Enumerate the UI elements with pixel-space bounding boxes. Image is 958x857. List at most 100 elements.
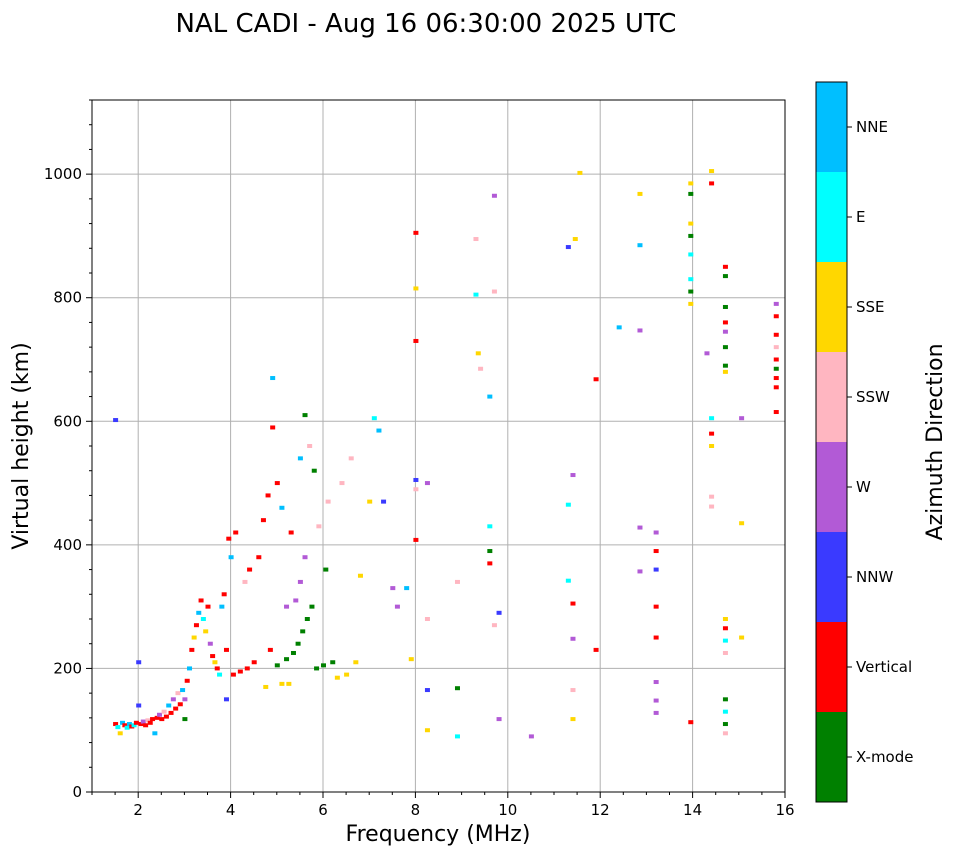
echo-mark <box>390 586 396 591</box>
echo-mark <box>722 650 728 655</box>
echo-mark <box>653 635 659 640</box>
x-tick-label: 4 <box>226 801 236 819</box>
echo-mark <box>487 549 493 554</box>
plot-background <box>92 100 785 792</box>
echo-mark <box>198 598 204 603</box>
echo-mark <box>187 666 193 671</box>
echo-mark <box>424 728 430 733</box>
echo-mark <box>704 351 710 356</box>
echo-mark <box>739 635 745 640</box>
colorbar-segment <box>816 352 847 442</box>
echo-mark <box>193 623 199 628</box>
echo-mark <box>297 456 303 461</box>
echo-mark <box>404 586 410 591</box>
echo-mark <box>126 722 132 727</box>
y-tick-label: 800 <box>53 289 82 307</box>
echo-mark <box>247 567 253 572</box>
echo-mark <box>256 555 262 560</box>
echo-mark <box>413 338 419 343</box>
echo-mark <box>722 709 728 714</box>
echo-mark <box>344 672 350 677</box>
echo-mark <box>570 601 576 606</box>
echo-mark <box>593 647 599 652</box>
echo-mark <box>330 660 336 665</box>
x-tick-label: 8 <box>411 801 421 819</box>
echo-mark <box>773 314 779 319</box>
echo-mark <box>334 675 340 680</box>
echo-mark <box>454 579 460 584</box>
echo-mark <box>722 731 728 736</box>
echo-mark <box>251 660 257 665</box>
echo-mark <box>210 654 216 659</box>
echo-mark <box>113 418 119 423</box>
x-tick-label: 6 <box>318 801 328 819</box>
echo-mark <box>722 274 728 279</box>
echo-mark <box>496 717 502 722</box>
echo-mark <box>709 444 715 448</box>
x-tick-label: 14 <box>683 801 702 819</box>
echo-mark <box>413 477 419 482</box>
colorbar-tick-label: Vertical <box>856 658 912 676</box>
y-tick-label: 1000 <box>44 165 82 183</box>
echo-mark <box>348 456 354 461</box>
echo-mark <box>688 252 694 257</box>
echo-mark <box>709 504 715 509</box>
echo-mark <box>394 604 400 609</box>
echo-mark <box>475 351 481 356</box>
echo-mark <box>478 366 484 371</box>
echo-mark <box>688 277 694 282</box>
plot-area <box>91 99 786 793</box>
echo-mark <box>302 413 308 418</box>
x-tick-label: 10 <box>498 801 517 819</box>
colorbar-segment <box>816 532 847 622</box>
colorbar-label: Azimuth Direction <box>923 343 948 540</box>
echo-mark <box>175 691 181 696</box>
echo-mark <box>226 536 232 541</box>
echo-mark <box>237 669 243 674</box>
y-axis-label: Virtual height (km) <box>9 342 34 549</box>
echo-mark <box>182 697 188 702</box>
y-tick-label: 200 <box>53 659 82 677</box>
echo-mark <box>491 289 497 294</box>
echo-mark <box>311 468 317 473</box>
echo-mark <box>163 714 169 719</box>
echo-mark <box>286 681 292 686</box>
echo-mark <box>117 731 123 736</box>
echo-mark <box>722 345 728 350</box>
echo-mark <box>196 610 202 615</box>
echo-mark <box>230 672 236 677</box>
echo-mark <box>339 481 345 486</box>
echo-mark <box>288 530 294 535</box>
echo-mark <box>709 494 715 499</box>
echo-mark <box>244 666 250 671</box>
echo-mark <box>136 660 142 665</box>
echo-mark <box>424 688 430 693</box>
echo-mark <box>688 191 694 196</box>
echo-mark <box>184 678 190 683</box>
echo-mark <box>223 647 229 652</box>
echo-mark <box>688 181 694 186</box>
echo-mark <box>487 394 493 399</box>
echo-mark <box>570 473 576 478</box>
echo-mark <box>189 647 195 652</box>
echo-mark <box>274 481 280 486</box>
echo-mark <box>637 569 643 574</box>
x-axis: 2 4 6 8 10 12 14 16 <box>91 792 795 819</box>
echo-mark <box>709 169 715 174</box>
echo-mark <box>424 481 430 486</box>
colorbar-segment <box>816 622 847 712</box>
echo-mark <box>637 243 643 248</box>
echo-mark <box>274 663 280 668</box>
echo-mark <box>152 731 158 736</box>
echo-mark <box>473 292 479 297</box>
echo-mark <box>309 604 315 609</box>
echo-mark <box>297 579 303 584</box>
echo-mark <box>203 629 209 634</box>
colorbar-frame <box>815 81 848 803</box>
echo-mark <box>722 638 728 643</box>
echo-mark <box>773 301 779 306</box>
echo-mark <box>321 663 326 668</box>
echo-mark <box>491 193 497 198</box>
colorbar-tick-label: X-mode <box>856 748 913 766</box>
echo-mark <box>709 431 715 436</box>
